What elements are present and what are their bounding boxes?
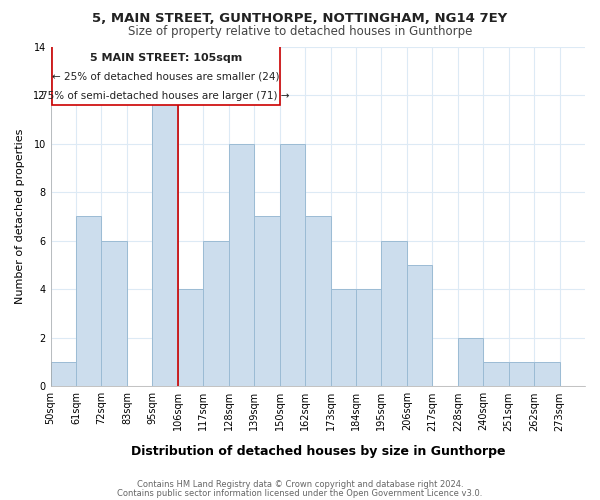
Bar (509, 362, 534, 386)
Bar (152, 95, 178, 386)
Bar (483, 362, 509, 386)
Bar (331, 290, 356, 386)
Text: 5 MAIN STREET: 105sqm: 5 MAIN STREET: 105sqm (89, 52, 242, 62)
Bar (50, 362, 76, 386)
Bar (76, 216, 101, 386)
Bar (356, 290, 382, 386)
Bar (407, 265, 433, 386)
Bar (534, 362, 560, 386)
Bar (280, 144, 305, 386)
Bar (101, 240, 127, 386)
Text: Contains HM Land Registry data © Crown copyright and database right 2024.: Contains HM Land Registry data © Crown c… (137, 480, 463, 489)
Text: Size of property relative to detached houses in Gunthorpe: Size of property relative to detached ho… (128, 25, 472, 38)
X-axis label: Distribution of detached houses by size in Gunthorpe: Distribution of detached houses by size … (131, 444, 505, 458)
Bar (254, 216, 280, 386)
Text: Contains public sector information licensed under the Open Government Licence v3: Contains public sector information licen… (118, 488, 482, 498)
Text: 75% of semi-detached houses are larger (71) →: 75% of semi-detached houses are larger (… (41, 92, 290, 102)
Text: 5, MAIN STREET, GUNTHORPE, NOTTINGHAM, NG14 7EY: 5, MAIN STREET, GUNTHORPE, NOTTINGHAM, N… (92, 12, 508, 26)
Bar (305, 216, 331, 386)
Bar (382, 240, 407, 386)
Text: ← 25% of detached houses are smaller (24): ← 25% of detached houses are smaller (24… (52, 72, 280, 82)
Bar (203, 240, 229, 386)
FancyBboxPatch shape (52, 46, 280, 105)
Y-axis label: Number of detached properties: Number of detached properties (15, 128, 25, 304)
Bar (458, 338, 483, 386)
Bar (229, 144, 254, 386)
Bar (178, 290, 203, 386)
